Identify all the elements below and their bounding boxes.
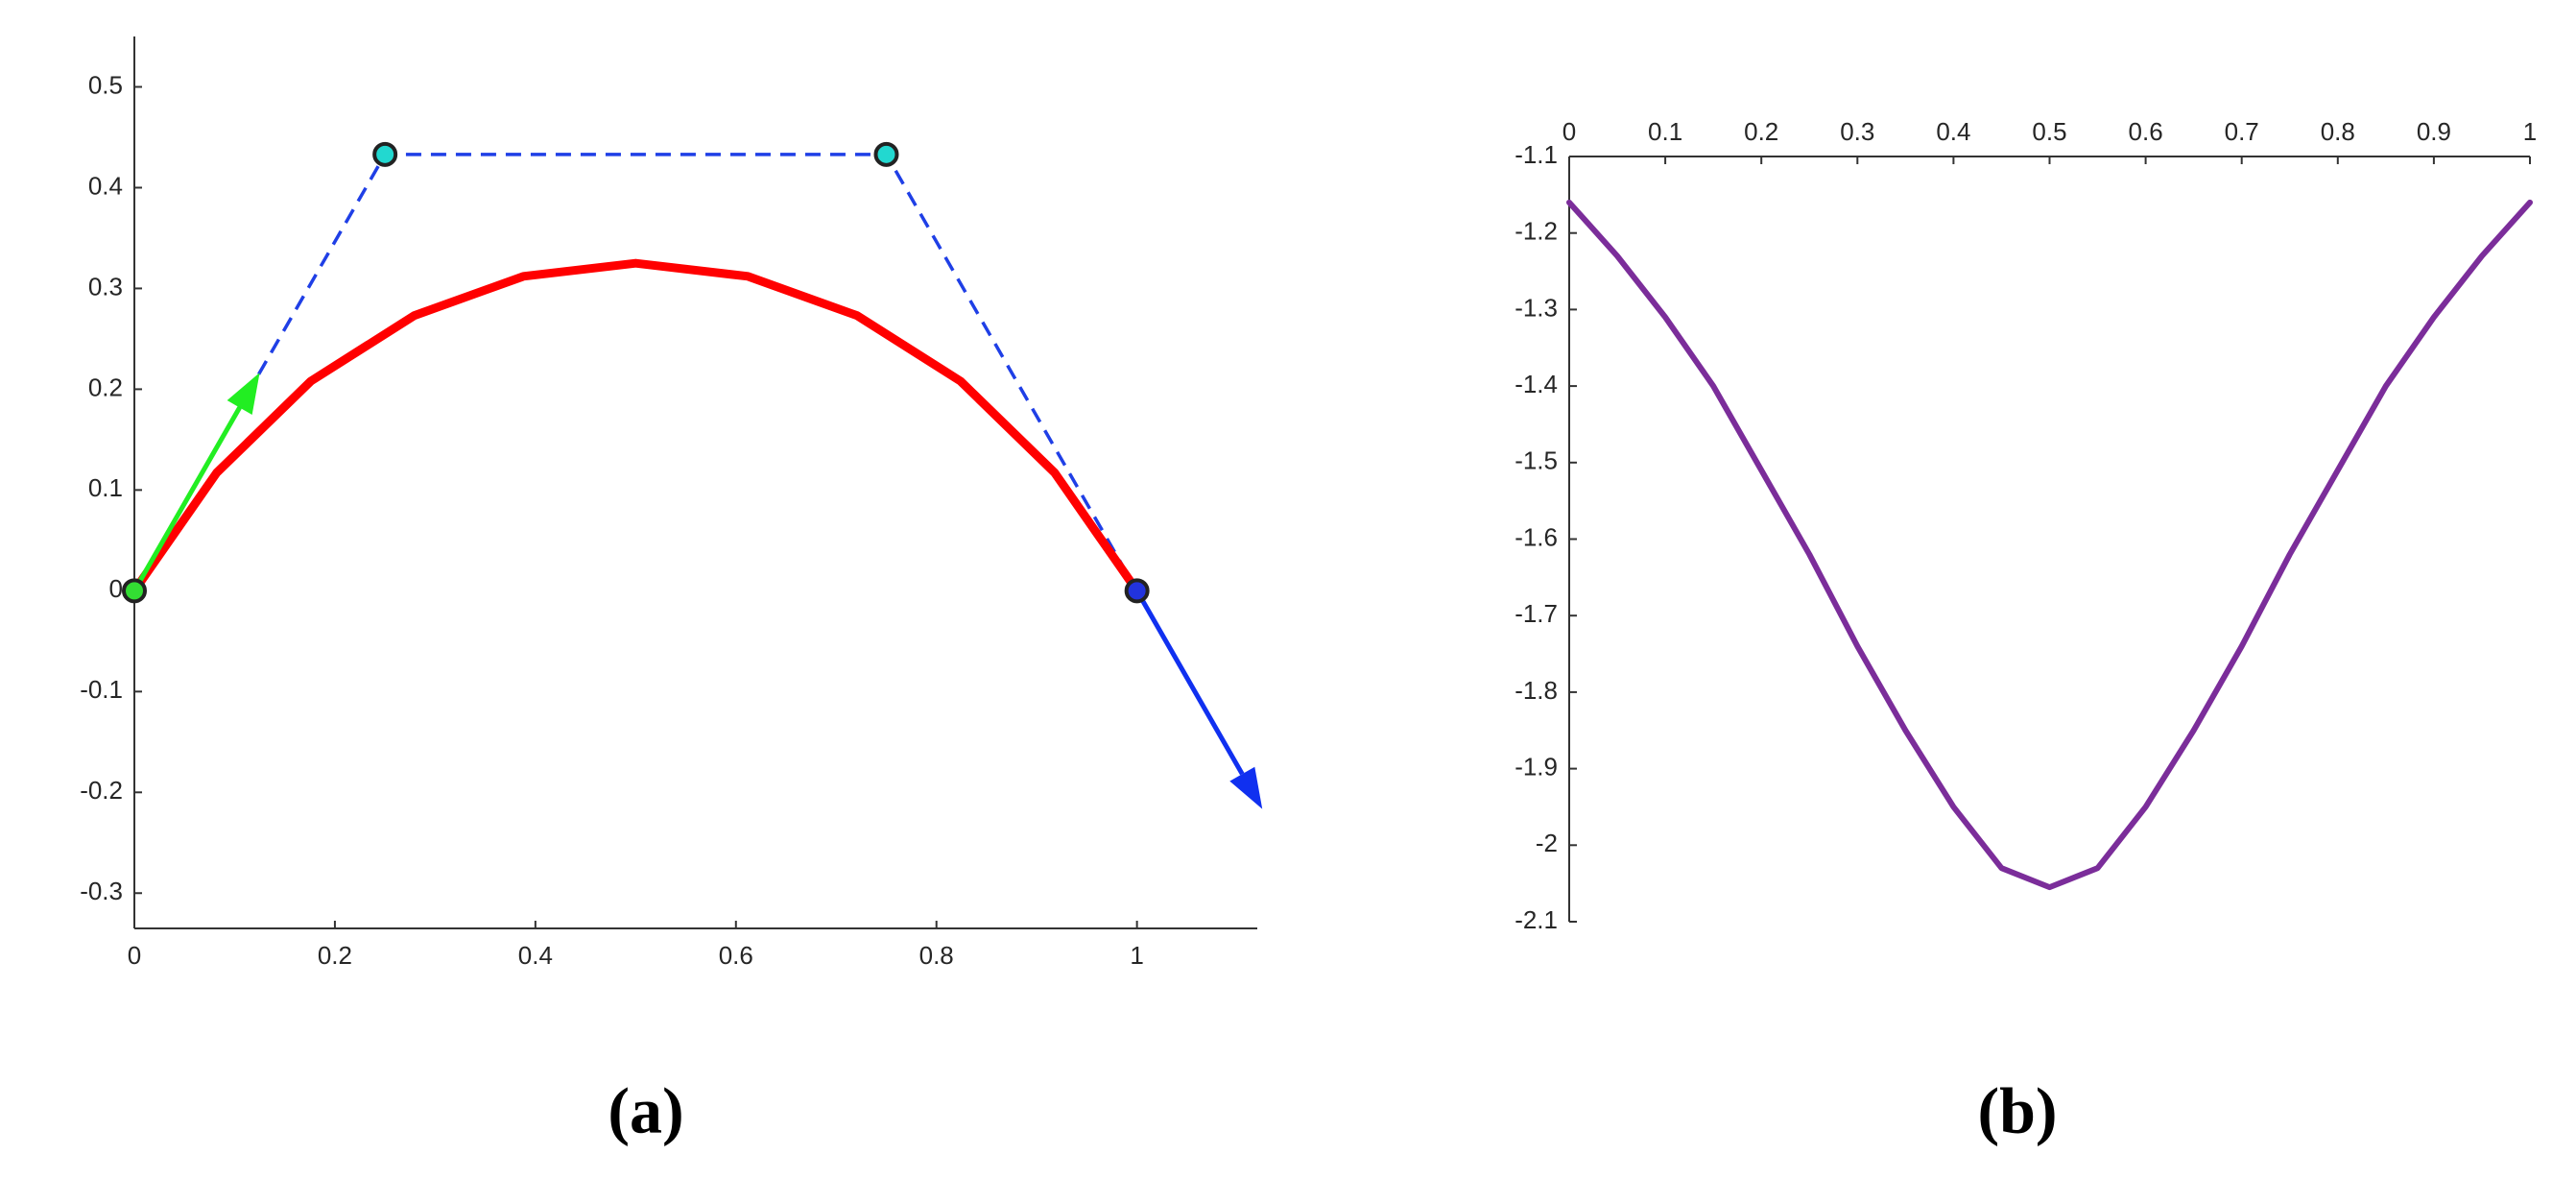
y-tick-label: 0.4	[88, 171, 123, 200]
y-tick-label: 0.5	[88, 70, 123, 99]
y-tick-label: 0.2	[88, 373, 123, 401]
x-tick-label: 0.6	[719, 941, 753, 970]
y-tick-label: -1.4	[1515, 370, 1558, 398]
x-tick-label: 1	[1130, 941, 1143, 970]
x-tick-label: 0.2	[318, 941, 352, 970]
x-tick-label: 0.4	[1936, 117, 1970, 146]
curve	[1566, 199, 2533, 891]
arrow-head	[1229, 766, 1263, 809]
x-tick-label: 0.2	[1744, 117, 1778, 146]
y-tick-label: -1.1	[1515, 140, 1558, 169]
arrow-shaft	[131, 406, 242, 592]
x-tick-label: 0	[128, 941, 141, 970]
x-tick-label: 0.8	[919, 941, 954, 970]
panel-label: (b)	[1977, 1074, 2057, 1147]
marker	[1124, 578, 1150, 604]
control-polygon	[132, 153, 1139, 592]
arrow-shaft	[1134, 590, 1245, 776]
marker	[873, 141, 899, 167]
curve	[130, 258, 1142, 595]
y-tick-label: -2.1	[1515, 905, 1558, 934]
marker	[122, 578, 147, 604]
y-tick-label: -2	[1536, 829, 1558, 857]
y-tick-label: -1.5	[1515, 446, 1558, 475]
y-tick-label: 0	[109, 574, 123, 603]
y-tick-label: -0.3	[80, 877, 123, 905]
y-tick-label: -1.9	[1515, 752, 1558, 781]
x-tick-label: 0.4	[518, 941, 553, 970]
x-tick-label: 0.3	[1840, 117, 1874, 146]
x-tick-label: 0	[1562, 117, 1576, 146]
y-tick-label: 0.1	[88, 473, 123, 502]
y-tick-label: -0.1	[80, 675, 123, 704]
x-tick-label: 0.7	[2225, 117, 2259, 146]
y-tick-label: -1.3	[1515, 293, 1558, 322]
y-tick-label: 0.3	[88, 272, 123, 301]
x-tick-label: 0.6	[2129, 117, 2163, 146]
x-tick-label: 0.9	[2417, 117, 2451, 146]
marker	[372, 141, 398, 167]
y-tick-label: -1.6	[1515, 522, 1558, 551]
y-tick-label: -1.2	[1515, 217, 1558, 246]
panel-label: (a)	[608, 1074, 683, 1147]
x-tick-label: 0.1	[1648, 117, 1682, 146]
y-tick-label: -1.8	[1515, 676, 1558, 705]
y-tick-label: -1.7	[1515, 599, 1558, 628]
x-tick-label: 0.5	[2032, 117, 2066, 146]
y-tick-label: -0.2	[80, 776, 123, 805]
arrow-head	[227, 373, 260, 415]
x-tick-label: 0.8	[2321, 117, 2355, 146]
x-tick-label: 1	[2523, 117, 2537, 146]
